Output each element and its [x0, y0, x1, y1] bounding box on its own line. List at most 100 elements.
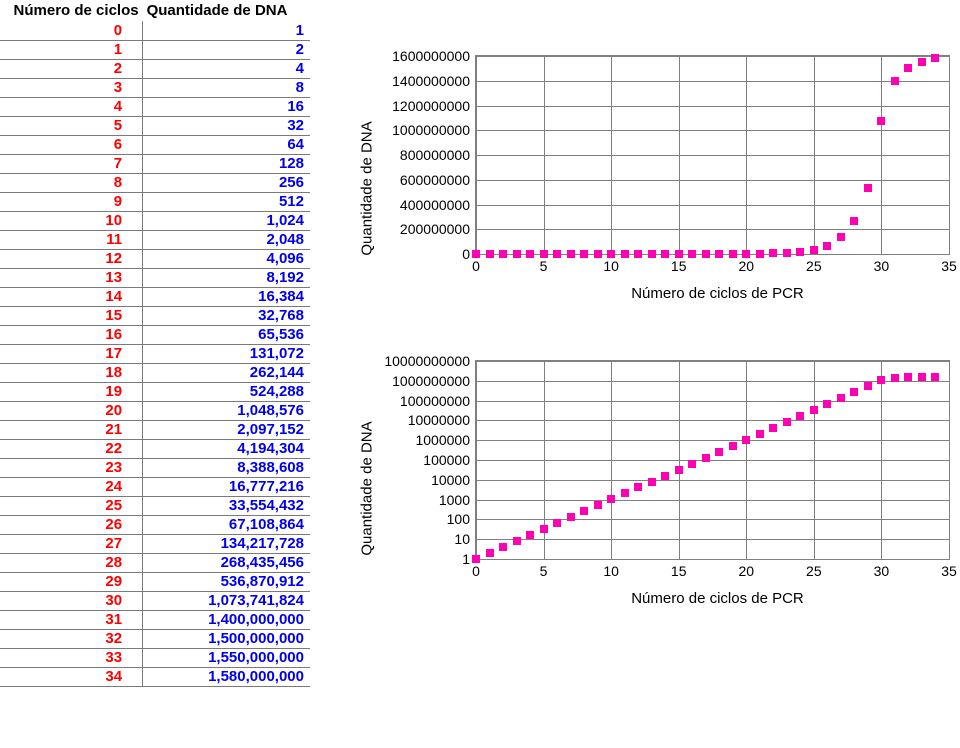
- data-point: [567, 250, 575, 258]
- gridline-v: [814, 361, 815, 559]
- cell-dna: 268,435,456: [143, 553, 310, 572]
- data-point: [607, 250, 615, 258]
- gridline-v: [679, 361, 680, 559]
- cell-cycle: 34: [0, 667, 143, 686]
- table-row: 29536,870,912: [0, 572, 310, 591]
- gridline-h: [476, 56, 949, 57]
- data-point: [931, 54, 939, 62]
- table-row: 212,097,152: [0, 420, 310, 439]
- cell-cycle: 15: [0, 306, 143, 325]
- data-point: [621, 250, 629, 258]
- table-row: 311,400,000,000: [0, 610, 310, 629]
- table-header-dna: Quantidade de DNA: [143, 0, 310, 21]
- data-point: [621, 489, 629, 497]
- cell-dna: 2: [143, 40, 310, 59]
- x-tick-label: 35: [934, 559, 960, 579]
- cell-dna: 128: [143, 154, 310, 173]
- cell-cycle: 5: [0, 116, 143, 135]
- table-row: 12: [0, 40, 310, 59]
- data-point: [756, 250, 764, 258]
- y-tick-label: 1000000000: [366, 373, 476, 389]
- gridline-h: [476, 420, 949, 421]
- cell-cycle: 12: [0, 249, 143, 268]
- gridline-v: [746, 361, 747, 559]
- gridline-h: [476, 480, 949, 481]
- cell-cycle: 29: [0, 572, 143, 591]
- table-row: 201,048,576: [0, 401, 310, 420]
- y-tick-label: 1000: [366, 492, 476, 508]
- gridline-v: [881, 361, 882, 559]
- cell-cycle: 13: [0, 268, 143, 287]
- data-point: [688, 460, 696, 468]
- cell-dna: 32: [143, 116, 310, 135]
- linear-chart: Quantidade de DNA 0200000000400000000600…: [360, 55, 960, 325]
- cell-cycle: 14: [0, 287, 143, 306]
- data-point: [553, 250, 561, 258]
- data-point: [918, 58, 926, 66]
- data-point: [931, 373, 939, 381]
- cell-dna: 16: [143, 97, 310, 116]
- y-tick-label: 800000000: [366, 147, 476, 163]
- y-tick-label: 1400000000: [366, 73, 476, 89]
- cell-cycle: 25: [0, 496, 143, 515]
- data-point: [823, 242, 831, 250]
- data-point: [904, 64, 912, 72]
- data-point: [918, 373, 926, 381]
- data-point: [675, 250, 683, 258]
- data-point: [864, 382, 872, 390]
- data-point: [783, 418, 791, 426]
- log-chart: Quantidade de DNA 1101001000100001000001…: [360, 360, 960, 620]
- y-tick-label: 10000: [366, 472, 476, 488]
- cell-cycle: 28: [0, 553, 143, 572]
- table-row: 9512: [0, 192, 310, 211]
- cell-cycle: 20: [0, 401, 143, 420]
- cell-dna: 16,384: [143, 287, 310, 306]
- gridline-v: [746, 56, 747, 254]
- data-point: [675, 466, 683, 474]
- cell-cycle: 23: [0, 458, 143, 477]
- table-row: 1532,768: [0, 306, 310, 325]
- x-tick-label: 25: [799, 559, 829, 579]
- x-tick-label: 30: [866, 254, 896, 274]
- data-point: [567, 513, 575, 521]
- data-point: [729, 442, 737, 450]
- y-tick-label: 1000000: [366, 432, 476, 448]
- x-tick-label: 25: [799, 254, 829, 274]
- data-point: [810, 246, 818, 254]
- cell-dna: 1,500,000,000: [143, 629, 310, 648]
- data-point: [837, 394, 845, 402]
- cell-cycle: 31: [0, 610, 143, 629]
- data-point: [540, 250, 548, 258]
- cell-dna: 1,580,000,000: [143, 667, 310, 686]
- data-point: [742, 436, 750, 444]
- cell-cycle: 27: [0, 534, 143, 553]
- cell-cycle: 1: [0, 40, 143, 59]
- data-point: [796, 412, 804, 420]
- gridline-h: [476, 106, 949, 107]
- x-tick-label: 20: [731, 559, 761, 579]
- cell-dna: 64: [143, 135, 310, 154]
- data-point: [553, 519, 561, 527]
- data-point: [526, 531, 534, 539]
- data-point: [904, 373, 912, 381]
- cell-cycle: 4: [0, 97, 143, 116]
- data-point: [486, 549, 494, 557]
- gridline-v: [611, 56, 612, 254]
- data-point: [526, 250, 534, 258]
- data-point: [850, 388, 858, 396]
- cell-dna: 524,288: [143, 382, 310, 401]
- cell-dna: 4,194,304: [143, 439, 310, 458]
- cell-dna: 262,144: [143, 363, 310, 382]
- cell-dna: 65,536: [143, 325, 310, 344]
- y-tick-label: 400000000: [366, 197, 476, 213]
- cell-cycle: 26: [0, 515, 143, 534]
- table-row: 331,550,000,000: [0, 648, 310, 667]
- data-point: [702, 250, 710, 258]
- gridline-h: [476, 500, 949, 501]
- cell-dna: 1,048,576: [143, 401, 310, 420]
- data-point: [688, 250, 696, 258]
- table-row: 301,073,741,824: [0, 591, 310, 610]
- y-tick-label: 10000000000: [366, 353, 476, 369]
- data-point: [769, 424, 777, 432]
- table-row: 1416,384: [0, 287, 310, 306]
